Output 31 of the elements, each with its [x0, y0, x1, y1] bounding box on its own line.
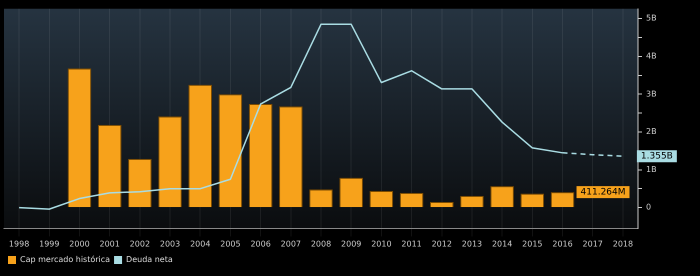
x-tick-label: 2013	[462, 239, 482, 248]
y-tick-label: 0	[646, 202, 652, 212]
x-tick-label: 1998	[8, 239, 30, 248]
x-tick-label: 2002	[130, 239, 150, 248]
x-tick-label: 2001	[99, 239, 120, 248]
x-tick-label: 2003	[160, 239, 180, 248]
x-tick-label: 2005	[220, 239, 241, 248]
y-tick-label: 5B	[646, 14, 657, 23]
annotation: 411.264M	[580, 187, 626, 198]
legend-label: Deuda neta	[126, 255, 173, 264]
x-tick-label: 2004	[190, 239, 210, 248]
x-tick-label: 2018	[612, 239, 634, 248]
y-tick-label: 1B	[646, 164, 657, 174]
x-tick-label: 2000	[69, 239, 90, 248]
y-tick-label: 2B	[646, 127, 657, 136]
y-tick-label: 4B	[646, 52, 657, 60]
x-tick-label: 2017	[582, 239, 603, 248]
x-tick-label: 1999	[39, 239, 60, 248]
x-tick-label: 2009	[341, 239, 362, 248]
x-tick-label: 2015	[522, 239, 543, 248]
legend-label: Cap mercado histórica	[20, 255, 110, 264]
x-tick-label: 2016	[552, 239, 573, 248]
x-tick-label: 2011	[401, 239, 422, 248]
annotation: 1.355B	[640, 152, 673, 162]
y-tick-label: 3B	[646, 89, 657, 98]
x-tick-label: 2014	[492, 239, 512, 248]
x-tick-label: 2007	[280, 239, 301, 248]
x-tick-label: 2012	[432, 239, 452, 248]
x-tick-label: 2010	[371, 239, 392, 248]
x-tick-label: 2008	[310, 239, 332, 248]
x-tick-label: 2006	[250, 239, 271, 248]
